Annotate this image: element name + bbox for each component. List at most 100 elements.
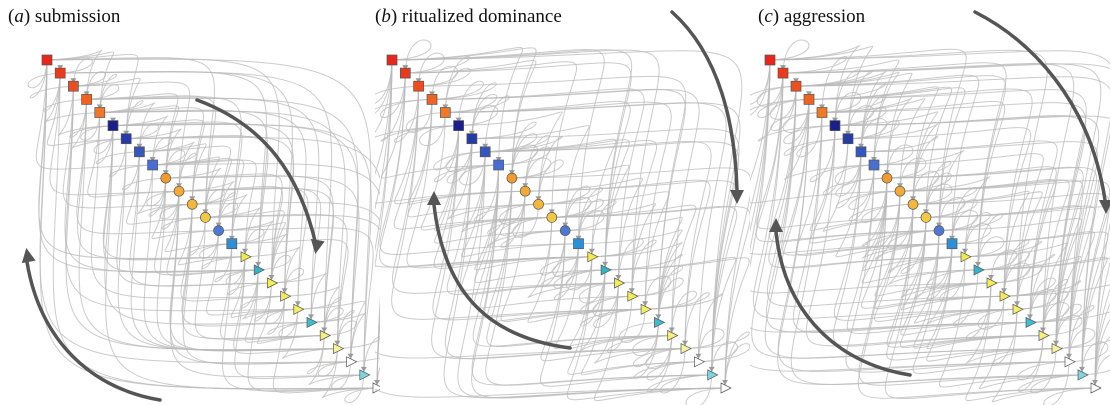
edge (977, 255, 1082, 349)
edge (375, 59, 686, 359)
edge (633, 322, 699, 379)
edge (539, 230, 592, 276)
panel-a-title: submission (34, 6, 121, 27)
edge (834, 151, 875, 186)
edge-arrowhead (832, 117, 838, 123)
flow-arrow-down (195, 98, 318, 247)
flow-arrowhead-icon (730, 190, 744, 204)
edge (192, 194, 248, 244)
edge-arrowhead (897, 183, 903, 189)
node-triangle (986, 277, 998, 289)
edge (821, 95, 887, 152)
node-square (41, 54, 53, 66)
edge (405, 56, 471, 113)
node-triangle (1038, 329, 1050, 342)
edge (834, 115, 1100, 362)
edge (380, 73, 433, 118)
edge (553, 243, 606, 289)
edge (551, 198, 604, 244)
panel-a-label: (a) submission (8, 6, 121, 27)
edge (913, 230, 1044, 349)
edge (99, 100, 144, 139)
edge (485, 178, 712, 386)
edge-arrowhead (988, 275, 994, 280)
node-triangle (293, 303, 305, 315)
edge (104, 125, 312, 325)
edge (1003, 277, 1056, 323)
edge (848, 164, 901, 210)
flow-arrow-up (432, 203, 572, 350)
edge (821, 97, 913, 179)
edge-arrowhead (123, 130, 130, 136)
panel-a-edges (27, 49, 380, 404)
edge (112, 115, 169, 166)
edge (511, 164, 630, 270)
node-triangle (333, 343, 345, 355)
node-square (439, 107, 451, 118)
edge-arrowhead (923, 209, 929, 215)
edge-arrowhead (242, 248, 248, 254)
edge (913, 230, 992, 299)
edge (350, 357, 380, 389)
edge (331, 361, 364, 390)
edge (782, 59, 900, 166)
edge (499, 191, 552, 236)
edge (46, 57, 215, 218)
node-square (107, 120, 119, 131)
edge-arrowhead (136, 143, 143, 149)
edge (46, 58, 280, 284)
edge (379, 73, 579, 255)
edge (418, 65, 459, 100)
edge (459, 151, 499, 186)
edge (821, 100, 1006, 270)
edge (244, 269, 325, 343)
node-triangle (1025, 316, 1037, 328)
edge (553, 243, 619, 301)
edge (306, 335, 351, 375)
edge (321, 348, 378, 399)
edge (1029, 311, 1110, 389)
edge (605, 254, 683, 323)
edge (375, 59, 526, 204)
panel-b-network (375, 10, 750, 405)
edge (913, 230, 1018, 324)
edge (991, 309, 1096, 403)
edge (646, 335, 699, 381)
node-square (855, 146, 867, 158)
edge (205, 213, 348, 349)
edge (886, 161, 952, 218)
edge (645, 290, 698, 336)
edge-arrowhead (96, 104, 103, 110)
node-square (493, 159, 504, 171)
edge (939, 256, 992, 302)
node-square (573, 238, 584, 250)
edge (445, 102, 741, 375)
edge (926, 243, 1057, 362)
edge (244, 246, 301, 297)
edge (511, 159, 564, 205)
edge (405, 99, 446, 134)
edge (565, 256, 606, 291)
edge (152, 163, 380, 389)
flow-arrowhead-icon (310, 238, 325, 254)
panel-c-network (750, 10, 1110, 405)
edge (318, 348, 351, 377)
edge (380, 73, 499, 179)
edge (165, 175, 360, 362)
edge (139, 141, 195, 192)
panel-b-edges (375, 39, 750, 405)
edge (1029, 301, 1070, 336)
edge-arrowhead (845, 130, 851, 136)
edge (192, 201, 380, 389)
edge (646, 335, 712, 392)
edge (65, 86, 298, 312)
edge (783, 99, 849, 156)
edge (782, 63, 1110, 389)
node-triangle (253, 264, 265, 276)
edge (938, 256, 1083, 388)
edge (752, 73, 1018, 320)
edge (900, 217, 1005, 311)
edge (445, 101, 672, 310)
edge (406, 99, 592, 269)
edge (964, 236, 1005, 270)
